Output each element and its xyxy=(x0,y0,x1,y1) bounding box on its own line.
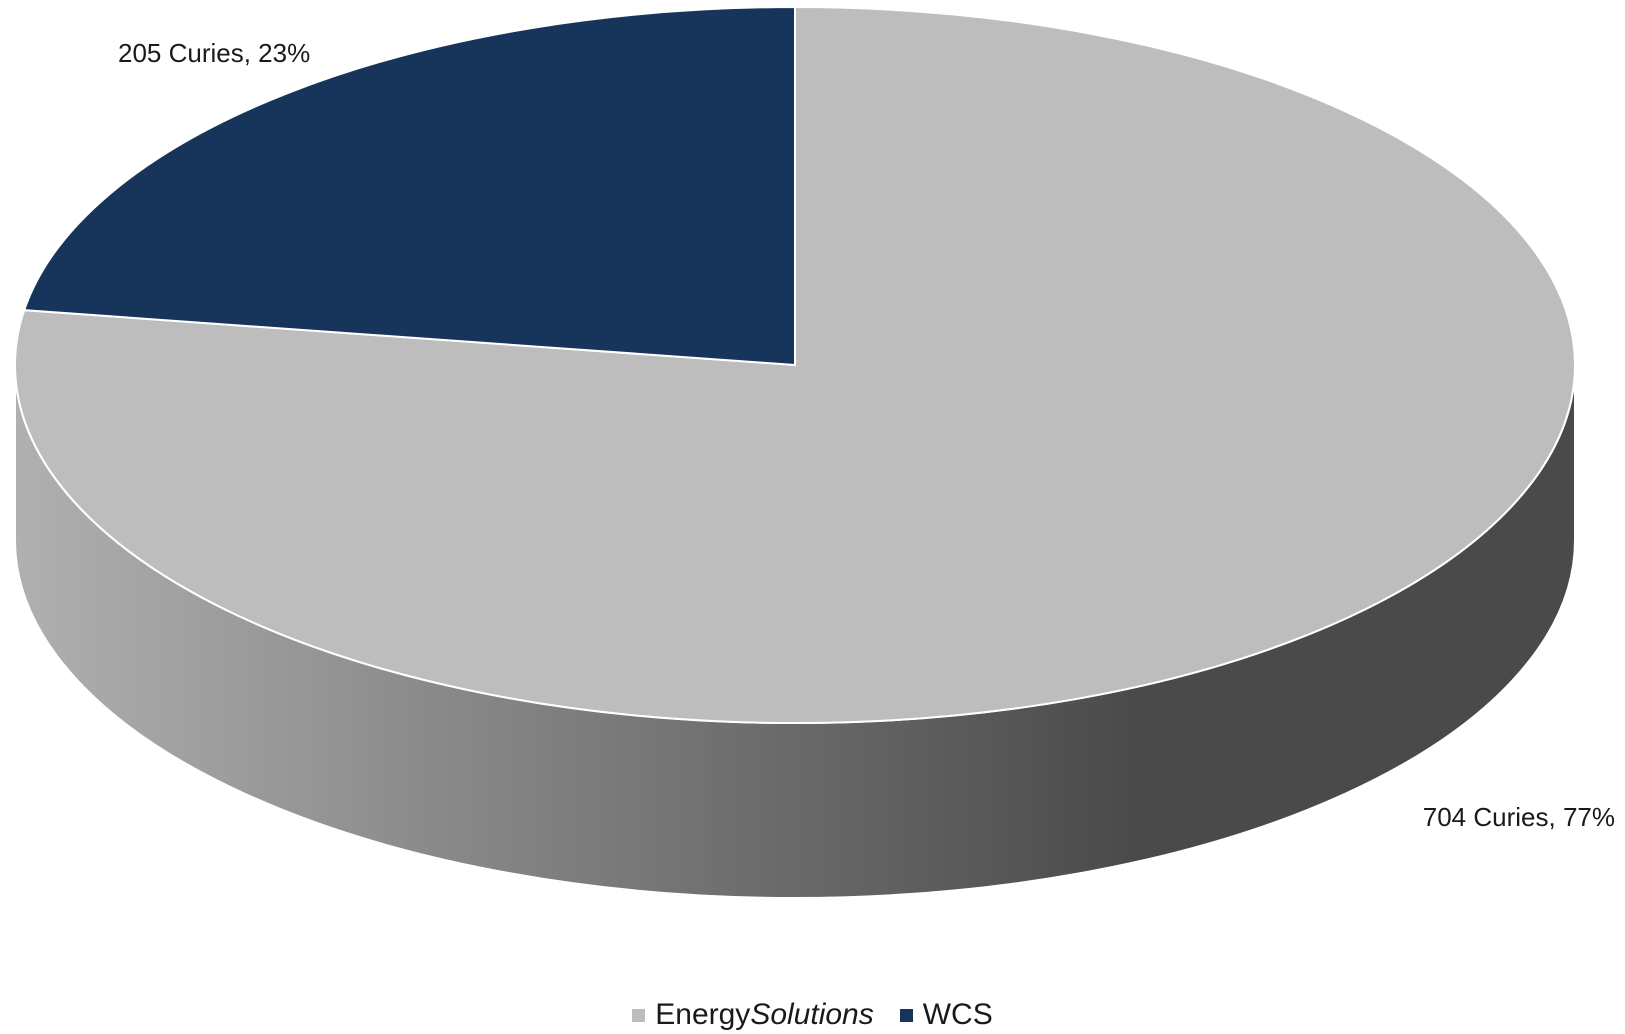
legend-label-energysolutions: EnergySolutions xyxy=(655,998,874,1031)
legend-item-wcs: WCS xyxy=(899,998,993,1032)
data-label-wcs: 205 Curies, 23% xyxy=(118,38,310,68)
legend-label-wcs: WCS xyxy=(922,998,993,1031)
pie-top-face xyxy=(14,5,1576,724)
legend-swatch-wcs xyxy=(899,1008,913,1022)
legend-item-energysolutions: EnergySolutions xyxy=(632,998,874,1032)
legend-swatch-energysolutions xyxy=(632,1008,646,1022)
pie-data-labels: 704 Curies, 77% 205 Curies, 23% xyxy=(118,38,1615,832)
pie-slice-wcs xyxy=(22,5,796,367)
data-label-energysolutions: 704 Curies, 77% xyxy=(1423,802,1615,832)
legend: EnergySolutions WCS xyxy=(0,998,1625,1032)
